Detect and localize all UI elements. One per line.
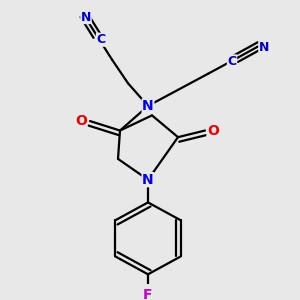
Text: F: F [143,288,153,300]
Text: N: N [142,173,154,187]
Text: C: C [227,55,237,68]
Text: O: O [75,114,87,128]
Text: O: O [207,124,219,137]
Text: N: N [81,11,91,23]
Text: N: N [259,41,269,54]
Text: C: C [96,33,106,46]
Text: N: N [142,99,154,113]
